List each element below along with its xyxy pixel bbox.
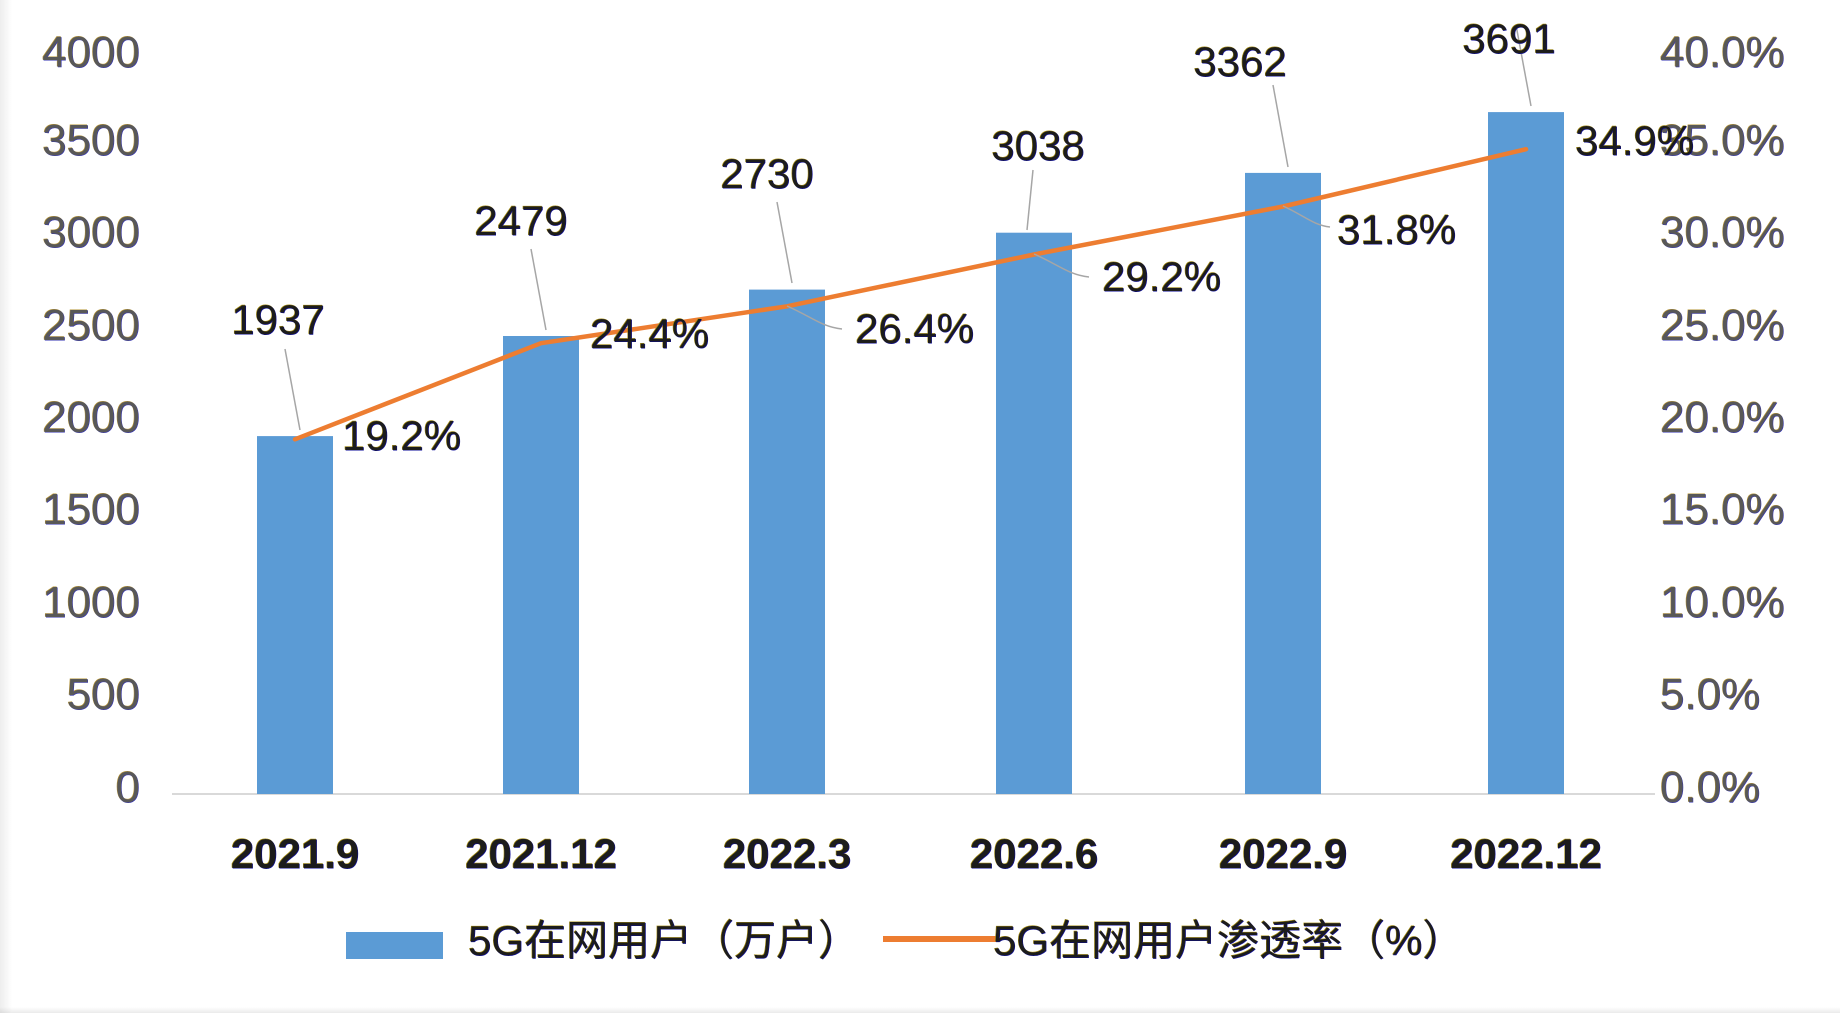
svg-text:24.4%: 24.4% [590, 310, 709, 357]
svg-text:2500: 2500 [42, 301, 140, 350]
svg-text:2730: 2730 [720, 150, 813, 197]
svg-text:2022.12: 2022.12 [1450, 830, 1602, 877]
svg-text:31.8%: 31.8% [1337, 206, 1456, 253]
svg-text:0: 0 [116, 763, 140, 812]
svg-text:29.2%: 29.2% [1102, 253, 1221, 300]
svg-text:40.0%: 40.0% [1660, 28, 1785, 77]
svg-text:5.0%: 5.0% [1660, 670, 1760, 719]
svg-text:0.0%: 0.0% [1660, 763, 1760, 812]
svg-text:3362: 3362 [1193, 38, 1286, 85]
svg-text:2022.3: 2022.3 [723, 830, 851, 877]
svg-text:30.0%: 30.0% [1660, 208, 1785, 257]
svg-text:2021.12: 2021.12 [465, 830, 617, 877]
svg-text:5G在网用户渗透率（%）: 5G在网用户渗透率（%） [993, 917, 1464, 964]
svg-text:2000: 2000 [42, 393, 140, 442]
svg-text:20.0%: 20.0% [1660, 393, 1785, 442]
svg-text:4000: 4000 [42, 28, 140, 77]
svg-text:19.2%: 19.2% [342, 412, 461, 459]
svg-text:34.9%: 34.9% [1575, 117, 1694, 164]
svg-text:2021.9: 2021.9 [231, 830, 359, 877]
svg-text:1937: 1937 [231, 296, 324, 343]
svg-text:10.0%: 10.0% [1660, 578, 1785, 627]
svg-text:5G在网用户（万户）: 5G在网用户（万户） [468, 917, 860, 964]
svg-text:3000: 3000 [42, 208, 140, 257]
svg-text:1000: 1000 [42, 578, 140, 627]
svg-text:500: 500 [67, 670, 140, 719]
svg-text:2022.6: 2022.6 [970, 830, 1098, 877]
svg-text:3691: 3691 [1462, 15, 1555, 62]
svg-text:2479: 2479 [474, 197, 567, 244]
svg-text:26.4%: 26.4% [855, 305, 974, 352]
svg-text:3038: 3038 [991, 122, 1084, 169]
svg-text:15.0%: 15.0% [1660, 485, 1785, 534]
svg-text:1500: 1500 [42, 485, 140, 534]
svg-text:2022.9: 2022.9 [1219, 830, 1347, 877]
svg-text:25.0%: 25.0% [1660, 301, 1785, 350]
svg-text:3500: 3500 [42, 116, 140, 165]
